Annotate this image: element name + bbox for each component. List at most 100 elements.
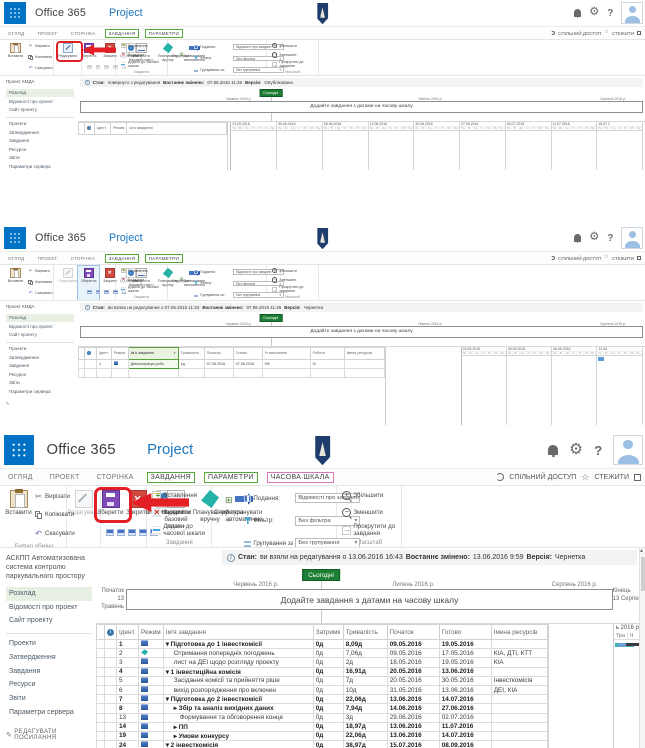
- task-row[interactable]: 19 ▸ Умови конкурсу 0д 22,06д 13.06.2016 14.0…: [96, 730, 548, 742]
- task-cell[interactable]: 09.05.2016: [386, 648, 440, 659]
- task-cell[interactable]: 18.05.2016: [386, 657, 440, 668]
- ribbon-tab[interactable]: ПРОЕКТ: [37, 30, 58, 36]
- task-cell[interactable]: 0д: [312, 694, 344, 705]
- task-cell[interactable]: [177, 367, 205, 378]
- task-row[interactable]: 5 Засідання комісії та прийняття ріше 0д 7д…: [96, 675, 548, 686]
- ribbon-dropdown[interactable]: Відомості про завданн: [233, 268, 285, 275]
- task-row[interactable]: 1 Демонстрація робо 1д 07.06.2016 07.06.2016…: [78, 358, 385, 369]
- task-cell[interactable]: [138, 675, 164, 686]
- task-cell[interactable]: [96, 648, 105, 659]
- settings-gear-icon[interactable]: ⚙: [589, 231, 600, 244]
- task-cell[interactable]: 13: [116, 712, 139, 723]
- column-header[interactable]: Імена ресурсів: [343, 346, 385, 360]
- task-cell[interactable]: [490, 694, 548, 705]
- task-cell[interactable]: [96, 730, 105, 742]
- ribbon-button[interactable]: Додати до часової шкали: [119, 60, 164, 69]
- ribbon-button[interactable]: Структура: [171, 266, 192, 300]
- task-cell[interactable]: 16,91д: [342, 666, 388, 677]
- task-cell[interactable]: 6: [116, 684, 139, 696]
- task-cell[interactable]: 19.05.2016: [438, 657, 492, 668]
- ribbon-tab[interactable]: ОГЛЯД: [8, 255, 25, 261]
- ribbon-button[interactable]: Скасувати: [32, 524, 90, 543]
- timeline[interactable]: Червень 2016 р. Липень 2016 р. Серпень 201…: [96, 569, 645, 623]
- task-cell[interactable]: [96, 712, 105, 723]
- column-header[interactable]: Режим: [110, 346, 129, 360]
- task-cell[interactable]: 07.06.2016: [203, 358, 234, 369]
- ribbon-button[interactable]: Запланувати автоматично: [226, 487, 262, 547]
- task-cell[interactable]: 13.06.2016: [438, 666, 492, 677]
- sidebar-item[interactable]: Сайт проекту: [9, 107, 37, 113]
- ribbon-tab[interactable]: ЧАСОВА ШКАЛА: [266, 471, 334, 483]
- task-cell[interactable]: [84, 367, 97, 378]
- task-cell[interactable]: [490, 712, 548, 723]
- column-header[interactable]: Готово: [232, 346, 263, 360]
- ribbon-button[interactable]: [94, 266, 103, 300]
- ribbon-button[interactable]: Настроїти базовий план: [128, 266, 155, 300]
- focus-mode-icon[interactable]: [636, 255, 641, 261]
- task-cell[interactable]: [490, 703, 548, 714]
- task-cell[interactable]: Демонстрація робо: [127, 358, 179, 369]
- task-cell[interactable]: 8,09д: [342, 638, 388, 650]
- task-cell[interactable]: 29.06.2016: [386, 712, 440, 723]
- timeline[interactable]: Червень 2016 р. Липень 2016 р. Серпень 201…: [78, 314, 645, 346]
- task-cell[interactable]: 1: [96, 358, 112, 369]
- sidebar-item[interactable]: Сайт проекту: [9, 332, 37, 338]
- ribbon-button[interactable]: [85, 266, 94, 300]
- task-cell[interactable]: лист на ДЕІ щодо розгляду проекту: [162, 657, 314, 668]
- task-cell[interactable]: 3: [116, 657, 139, 668]
- task-cell[interactable]: [104, 730, 117, 742]
- ribbon-button[interactable]: Копіювати: [26, 277, 71, 288]
- task-row[interactable]: [78, 367, 385, 378]
- sidebar-item[interactable]: Завдання: [9, 667, 41, 675]
- vertical-scrollbar[interactable]: [639, 548, 645, 748]
- task-row[interactable]: 13 Формування та обговорення конце 0д 3д 29.…: [96, 712, 548, 723]
- task-cell[interactable]: Інвесткомісія: [490, 675, 548, 686]
- focus-mode-icon[interactable]: [636, 30, 641, 36]
- column-header[interactable]: Робота: [309, 346, 345, 360]
- task-cell[interactable]: 7,06д: [342, 648, 388, 659]
- task-cell[interactable]: [261, 367, 311, 378]
- app-launcher-icon[interactable]: [4, 435, 34, 465]
- task-row[interactable]: 3 лист на ДЕІ щодо розгляду проекту 0д 2д 18…: [96, 657, 548, 668]
- ribbon-button[interactable]: Скасувати: [26, 63, 71, 74]
- task-cell[interactable]: [104, 694, 117, 705]
- ribbon-button[interactable]: Зменшити: [270, 50, 315, 59]
- ribbon-button[interactable]: Видалити: [119, 50, 164, 59]
- ribbon-button[interactable]: Вставлення: [119, 41, 164, 50]
- column-header[interactable]: Початок: [386, 624, 440, 640]
- ribbon-button[interactable]: Вирізати: [32, 487, 90, 506]
- task-cell[interactable]: ▾ 2 інвесткомісія: [162, 740, 314, 748]
- timeline[interactable]: Червень 2016 р. Липень 2016 р. Серпень 201…: [78, 89, 645, 121]
- task-cell[interactable]: [490, 666, 548, 677]
- ribbon-button[interactable]: Вставити: [5, 41, 26, 74]
- task-cell[interactable]: Отримання попередніх погоджень: [162, 648, 314, 659]
- task-cell[interactable]: [309, 367, 345, 378]
- ribbon-button[interactable]: [94, 41, 103, 75]
- settings-gear-icon[interactable]: ⚙: [569, 441, 584, 459]
- timeline-add-tasks[interactable]: Додайте завдання з датами на часову шкал…: [126, 589, 613, 610]
- task-cell[interactable]: 18,97д: [342, 721, 388, 732]
- task-row[interactable]: 6 вихід розпорядження про включен 0д 10д 31.…: [96, 684, 548, 696]
- ribbon-button[interactable]: Зменшити: [340, 504, 398, 521]
- task-cell[interactable]: 2: [116, 648, 139, 659]
- app-title[interactable]: Project: [147, 442, 194, 458]
- ribbon-button[interactable]: [137, 487, 148, 547]
- task-cell[interactable]: [104, 648, 117, 659]
- column-header[interactable]: Ім'я завдання: [162, 624, 314, 640]
- ribbon-button[interactable]: Групування за: Без групування: [242, 532, 361, 547]
- ribbon-dropdown[interactable]: Без фільтра: [233, 280, 285, 287]
- task-cell[interactable]: [490, 740, 548, 748]
- task-cell[interactable]: [96, 721, 105, 732]
- ribbon-button[interactable]: Збільшити: [340, 487, 398, 504]
- task-cell[interactable]: 17.05.2016: [438, 648, 492, 659]
- task-cell[interactable]: 14.07.2016: [438, 730, 492, 742]
- ribbon-button[interactable]: Фільтр: Без фільтра: [192, 278, 285, 290]
- task-cell[interactable]: [96, 703, 105, 714]
- ribbon-button[interactable]: Зберегти: [77, 265, 101, 300]
- ribbon-button[interactable]: Видалити: [150, 504, 208, 521]
- sidebar-item[interactable]: Параметри сервера: [9, 388, 51, 394]
- column-header[interactable]: Імена ресурсів: [490, 624, 548, 640]
- column-header[interactable]: Ідент.: [94, 121, 111, 135]
- ribbon-button[interactable]: Редагувати: [67, 487, 100, 547]
- ribbon-button[interactable]: Планування вручну: [155, 41, 182, 75]
